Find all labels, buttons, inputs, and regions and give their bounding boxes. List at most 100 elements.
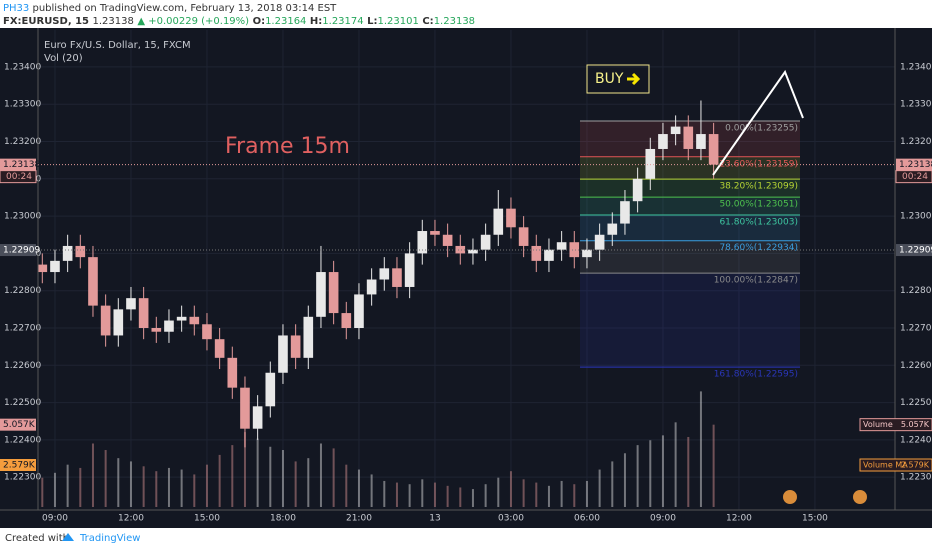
- open: 1.23164: [265, 16, 306, 27]
- candle-body: [493, 208, 504, 235]
- volume-badge: [859, 418, 932, 432]
- y-tick-label-right: 1.22300: [900, 473, 932, 483]
- frame-annotation: Frame 15m: [225, 134, 350, 159]
- y-tick-label-left: 1.22600: [4, 361, 41, 371]
- low-label: L:: [367, 16, 377, 27]
- volume-bar: [585, 480, 588, 507]
- volume-bar: [661, 435, 664, 507]
- candle-body: [518, 227, 529, 246]
- candle-body: [442, 234, 453, 246]
- candle-body: [582, 249, 592, 258]
- candle-body: [480, 234, 491, 250]
- volume-bar: [319, 443, 322, 507]
- fib-label: 161.80%(1.22595): [714, 370, 798, 380]
- candle-body: [164, 320, 174, 332]
- candle-body: [417, 231, 428, 254]
- open-label: O:: [253, 16, 266, 27]
- volume-bar: [205, 464, 208, 507]
- candle-body: [328, 272, 339, 314]
- volume-bar: [357, 469, 360, 507]
- change: ▲ +0.00229 (+0.19%): [137, 16, 249, 27]
- high-label: H:: [310, 16, 322, 27]
- brand[interactable]: TradingView: [79, 533, 140, 544]
- fib-label: 50.00%(1.23051): [719, 200, 798, 210]
- x-tick-label: 09:00: [42, 514, 68, 524]
- projection-line: [712, 69, 804, 176]
- prev-level-badge: [896, 244, 932, 257]
- x-tick-label: 03:00: [498, 514, 524, 524]
- volume-ma-value: 2.579K: [901, 461, 930, 470]
- volume-bar: [180, 469, 183, 507]
- fib-label: 100.00%(1.22847): [714, 276, 798, 286]
- prev-level-label: 1.22909: [899, 246, 932, 256]
- chart-background: [0, 28, 932, 528]
- footer: [0, 528, 932, 550]
- author[interactable]: PH33: [3, 3, 29, 14]
- candle-body: [404, 253, 415, 287]
- volume-bar: [509, 471, 512, 507]
- last-price-badge: [896, 158, 932, 171]
- close-label: C:: [422, 16, 433, 27]
- y-tick-label-right: 1.22400: [900, 435, 932, 445]
- low: 1.23101: [378, 16, 419, 27]
- volume-ma-badge: [859, 458, 932, 472]
- y-tick-label-left: 1.22500: [4, 398, 41, 408]
- volume-indicator: Vol (20): [44, 53, 83, 64]
- volume-bar: [345, 464, 348, 507]
- volume-name: Volume: [863, 420, 893, 429]
- y-tick-label-left: 1.23200: [4, 137, 41, 147]
- volume-bar: [395, 482, 398, 507]
- candle-body: [468, 249, 478, 254]
- close: 1.23138: [434, 16, 475, 27]
- volume-bar: [674, 422, 677, 507]
- y-tick-label-right: 1.23200: [900, 137, 932, 147]
- candle-body: [62, 245, 73, 261]
- countdown-label: 00:24: [6, 172, 32, 182]
- event-icon[interactable]: [783, 490, 797, 504]
- x-tick-label: 21:00: [346, 514, 372, 524]
- volume-bar: [104, 450, 107, 507]
- volume-bar: [231, 445, 234, 507]
- candle-body: [392, 268, 402, 287]
- last-price-badge: [0, 158, 36, 171]
- volume-bar: [155, 471, 158, 507]
- volume-bar: [649, 440, 652, 507]
- candle-body: [594, 234, 605, 250]
- candle-body: [176, 316, 187, 321]
- fib-label: 78.60%(1.22934): [719, 243, 798, 253]
- candle-body: [645, 148, 656, 179]
- y-tick-label-left: 1.22300: [4, 473, 41, 483]
- fib-label: 38.20%(1.23099): [719, 182, 798, 192]
- candle-body: [303, 316, 314, 358]
- volume-bar: [446, 485, 449, 507]
- volume-bar: [294, 461, 297, 507]
- header-line2: FX:EURUSD, 15 1.23138 ▲ +0.00229 (+0.19%…: [3, 16, 475, 27]
- volume-bar: [117, 458, 120, 507]
- event-icon[interactable]: [853, 490, 867, 504]
- volume-bar: [256, 438, 259, 507]
- x-tick-label: 15:00: [802, 514, 828, 524]
- volume-bar: [66, 464, 69, 507]
- volume-bar: [433, 482, 436, 507]
- volume-ma-value: 2.579K: [3, 461, 36, 471]
- y-tick-label-left: 1.23300: [4, 100, 41, 110]
- fib-label: 61.80%(1.23003): [719, 217, 798, 227]
- volume-bar: [79, 467, 82, 507]
- candle-body: [341, 313, 352, 328]
- volume-bar: [307, 458, 310, 507]
- header-line1: PH33 published on TradingView.com, Febru…: [3, 3, 337, 14]
- high: 1.23174: [322, 16, 363, 27]
- x-tick-label: 15:00: [194, 514, 220, 524]
- brand-logo: [62, 533, 74, 541]
- candle-body: [696, 134, 706, 149]
- candle-body: [620, 201, 630, 224]
- price: 1.23138: [93, 16, 134, 27]
- volume-bar: [41, 477, 44, 507]
- candle-body: [126, 298, 136, 310]
- volume-bar: [687, 436, 690, 507]
- candle-body: [379, 268, 390, 280]
- candle-body: [556, 242, 567, 250]
- candle-body: [100, 305, 111, 336]
- candle-body: [113, 309, 124, 336]
